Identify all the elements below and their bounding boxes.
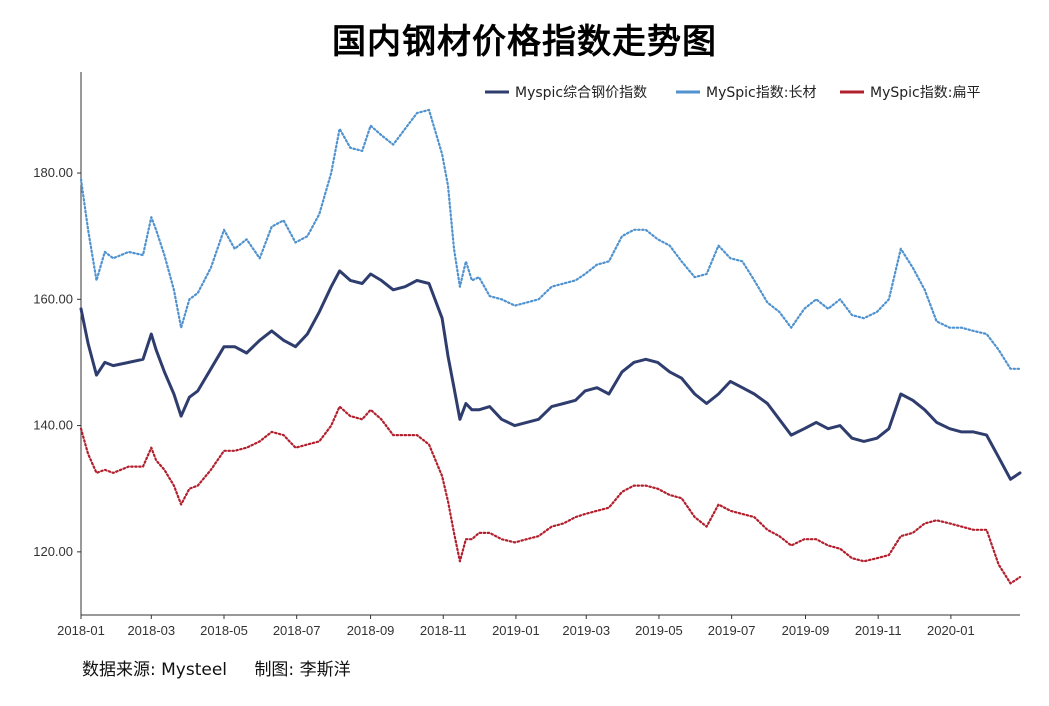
x-tick-label: 2018-03 <box>127 623 175 638</box>
y-tick-label: 120.00 <box>33 544 73 559</box>
x-tick-label: 2019-01 <box>492 623 540 638</box>
series-line-2 <box>79 405 1022 585</box>
legend-label-1: MySpic指数:长材 <box>706 85 816 101</box>
source-note: 数据来源: Mysteel <box>82 660 228 680</box>
legend-label-0: Myspic综合钢价指数 <box>515 85 647 101</box>
plot-area <box>79 108 1022 585</box>
chart-axes: 120.00 140.00 160.00 180.00 2018-01 2018-03 20… <box>33 72 1020 638</box>
y-tick-label: 180.00 <box>33 165 73 180</box>
author-note: 制图: 李斯洋 <box>254 660 351 680</box>
x-tick-label: 2018-01 <box>57 623 105 638</box>
y-tick-label: 160.00 <box>33 291 73 306</box>
y-tick-label: 140.00 <box>33 418 73 433</box>
x-tick-label: 2019-11 <box>855 623 902 638</box>
chart-legend: Myspic综合钢价指数 MySpic指数:长材 MySpic指数:扁平 <box>485 85 980 101</box>
x-tick-label: 2018-05 <box>200 623 248 638</box>
x-tick-label: 2018-09 <box>347 623 395 638</box>
x-tick-label: 2018-07 <box>273 623 321 638</box>
x-tick-label: 2018-11 <box>420 623 467 638</box>
x-tick-label: 2019-03 <box>562 623 610 638</box>
chart-title: 国内钢材价格指数走势图 <box>332 22 717 62</box>
chart-footer: 数据来源: Mysteel 制图: 李斯洋 <box>82 655 373 680</box>
x-tick-label: 2019-09 <box>782 623 830 638</box>
series-line-1 <box>79 108 1022 370</box>
x-tick-label: 2019-07 <box>708 623 756 638</box>
x-tick-label: 2020-01 <box>927 623 975 638</box>
series-line-0 <box>79 269 1022 481</box>
x-tick-label: 2019-05 <box>635 623 683 638</box>
legend-label-2: MySpic指数:扁平 <box>870 85 980 101</box>
